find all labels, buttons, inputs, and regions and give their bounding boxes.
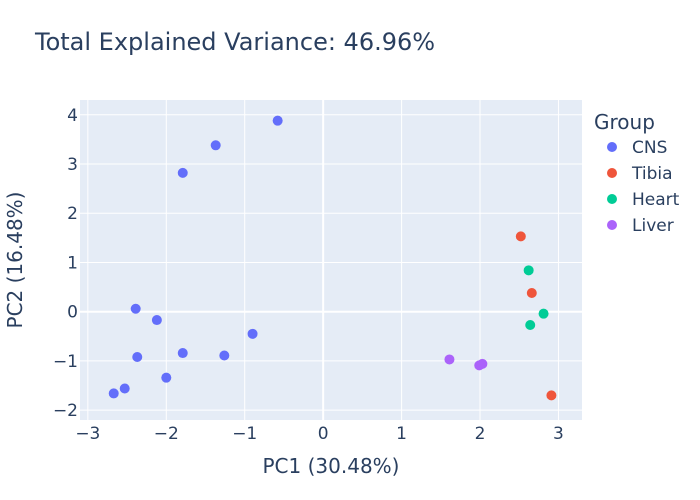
plot-background (80, 100, 582, 420)
legend-label-liver: Liver (632, 216, 674, 236)
y-tick-label: −2 (53, 401, 78, 421)
legend-marker-heart (607, 194, 617, 204)
point-cns (132, 351, 143, 362)
y-tick-label: 1 (67, 253, 78, 273)
point-heart (538, 308, 549, 319)
point-tibia (526, 287, 537, 298)
point-cns (219, 350, 230, 361)
x-tick-label: −3 (75, 424, 100, 444)
point-cns (210, 140, 221, 151)
y-tick-label: −1 (53, 352, 78, 372)
legend-label-heart: Heart (632, 190, 680, 210)
x-tick-label: −1 (232, 424, 257, 444)
legend-marker-liver (607, 220, 617, 230)
legend-label-cns: CNS (632, 138, 667, 158)
point-cns (151, 315, 162, 326)
data-points (108, 115, 557, 401)
x-tick-label: 3 (553, 424, 564, 444)
point-heart (523, 265, 534, 276)
point-cns (272, 115, 283, 126)
grid-lines (80, 100, 582, 420)
point-cns (119, 383, 130, 394)
x-tick-label: −2 (154, 424, 179, 444)
chart-title: Total Explained Variance: 46.96% (34, 28, 435, 56)
legend-marker-tibia (607, 168, 617, 178)
y-tick-label: 2 (67, 204, 78, 224)
legend-label-tibia: Tibia (631, 164, 673, 184)
legend-title: Group (594, 110, 655, 134)
x-axis-title: PC1 (30.48%) (263, 454, 400, 478)
y-tick-labels: −2 −1 0 1 2 3 4 (53, 106, 78, 421)
point-cns (177, 167, 188, 178)
point-cns (130, 303, 141, 314)
point-tibia (546, 390, 557, 401)
y-tick-label: 3 (67, 155, 78, 175)
point-cns (161, 372, 172, 383)
point-liver (474, 360, 485, 371)
legend: Group CNS Tibia Heart Liver (594, 110, 680, 236)
y-tick-label: 0 (67, 303, 78, 323)
point-liver (444, 354, 455, 365)
x-tick-labels: −3 −2 −1 0 1 2 3 (75, 424, 564, 444)
x-tick-label: 1 (396, 424, 407, 444)
point-tibia (515, 231, 526, 242)
y-axis-title: PC2 (16.48%) (3, 192, 27, 329)
x-tick-label: 2 (475, 424, 486, 444)
point-heart (525, 319, 536, 330)
point-cns (177, 348, 188, 359)
y-tick-label: 4 (67, 106, 78, 126)
point-cns (247, 328, 258, 339)
x-tick-label: 0 (318, 424, 329, 444)
legend-marker-cns (607, 142, 617, 152)
point-cns (108, 388, 119, 399)
